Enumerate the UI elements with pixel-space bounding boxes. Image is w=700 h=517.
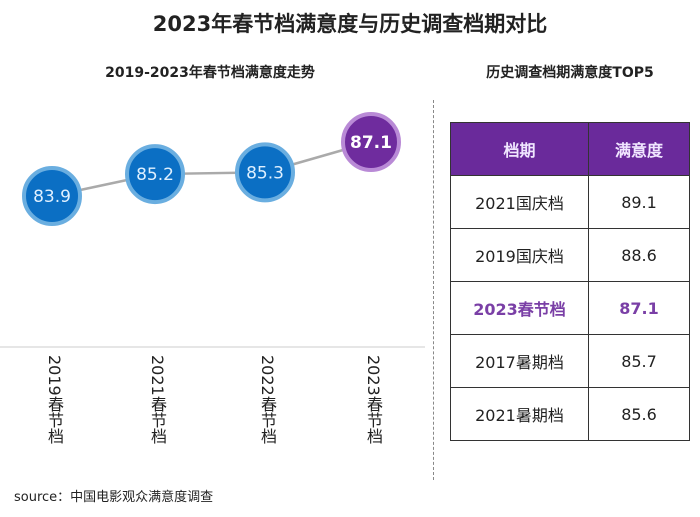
score-cell: 89.1 bbox=[588, 175, 690, 229]
data-label: 87.1 bbox=[350, 133, 392, 153]
period-cell: 2017暑期档 bbox=[450, 334, 589, 388]
line-chart-title: 2019-2023年春节档满意度走势 bbox=[105, 65, 315, 81]
table-row: 2021国庆档 89.1 bbox=[450, 175, 690, 229]
score-cell: 85.7 bbox=[588, 334, 690, 388]
score-cell: 85.6 bbox=[588, 387, 690, 441]
score-cell: 87.1 bbox=[588, 281, 690, 335]
x-tick-label: 2023春节档 bbox=[364, 355, 383, 444]
period-cell: 2019国庆档 bbox=[450, 228, 589, 282]
data-point bbox=[22, 166, 82, 226]
data-point bbox=[341, 112, 401, 172]
data-point bbox=[125, 144, 185, 205]
x-tick-label: 2019春节档 bbox=[45, 355, 64, 444]
data-point bbox=[235, 142, 295, 203]
table-title: 历史调查档期满意度TOP5 bbox=[486, 65, 654, 81]
x-tick-label: 2022春节档 bbox=[258, 355, 277, 444]
table-row: 2019国庆档 88.6 bbox=[450, 228, 690, 282]
period-cell: 2021暑期档 bbox=[450, 387, 589, 441]
data-label: 85.2 bbox=[136, 165, 174, 185]
table-row: 2023春节档 87.1 bbox=[450, 281, 690, 335]
period-cell: 2021国庆档 bbox=[450, 175, 589, 229]
header-score: 满意度 bbox=[588, 122, 690, 176]
table-row: 2021暑期档 85.6 bbox=[450, 387, 690, 441]
score-cell: 88.6 bbox=[588, 228, 690, 282]
line-chart: 83.9 85.2 85.3 87.1 bbox=[0, 112, 425, 348]
top5-table: 档期 满意度 2021国庆档 89.1 2019国庆档 88.6 2023春节档 87.1… bbox=[450, 122, 690, 441]
table-row: 2017暑期档 85.7 bbox=[450, 334, 690, 388]
data-label: 83.9 bbox=[33, 187, 71, 207]
header-period: 档期 bbox=[450, 122, 589, 176]
page-title: 2023年春节档满意度与历史调查档期对比 bbox=[152, 12, 548, 36]
x-tick-label: 2021春节档 bbox=[148, 355, 167, 444]
period-cell: 2023春节档 bbox=[450, 281, 589, 335]
source-note: source：中国电影观众满意度调查 bbox=[14, 490, 214, 505]
data-label: 85.3 bbox=[246, 163, 284, 183]
table-header: 档期 满意度 bbox=[450, 122, 690, 176]
divider bbox=[433, 100, 434, 480]
